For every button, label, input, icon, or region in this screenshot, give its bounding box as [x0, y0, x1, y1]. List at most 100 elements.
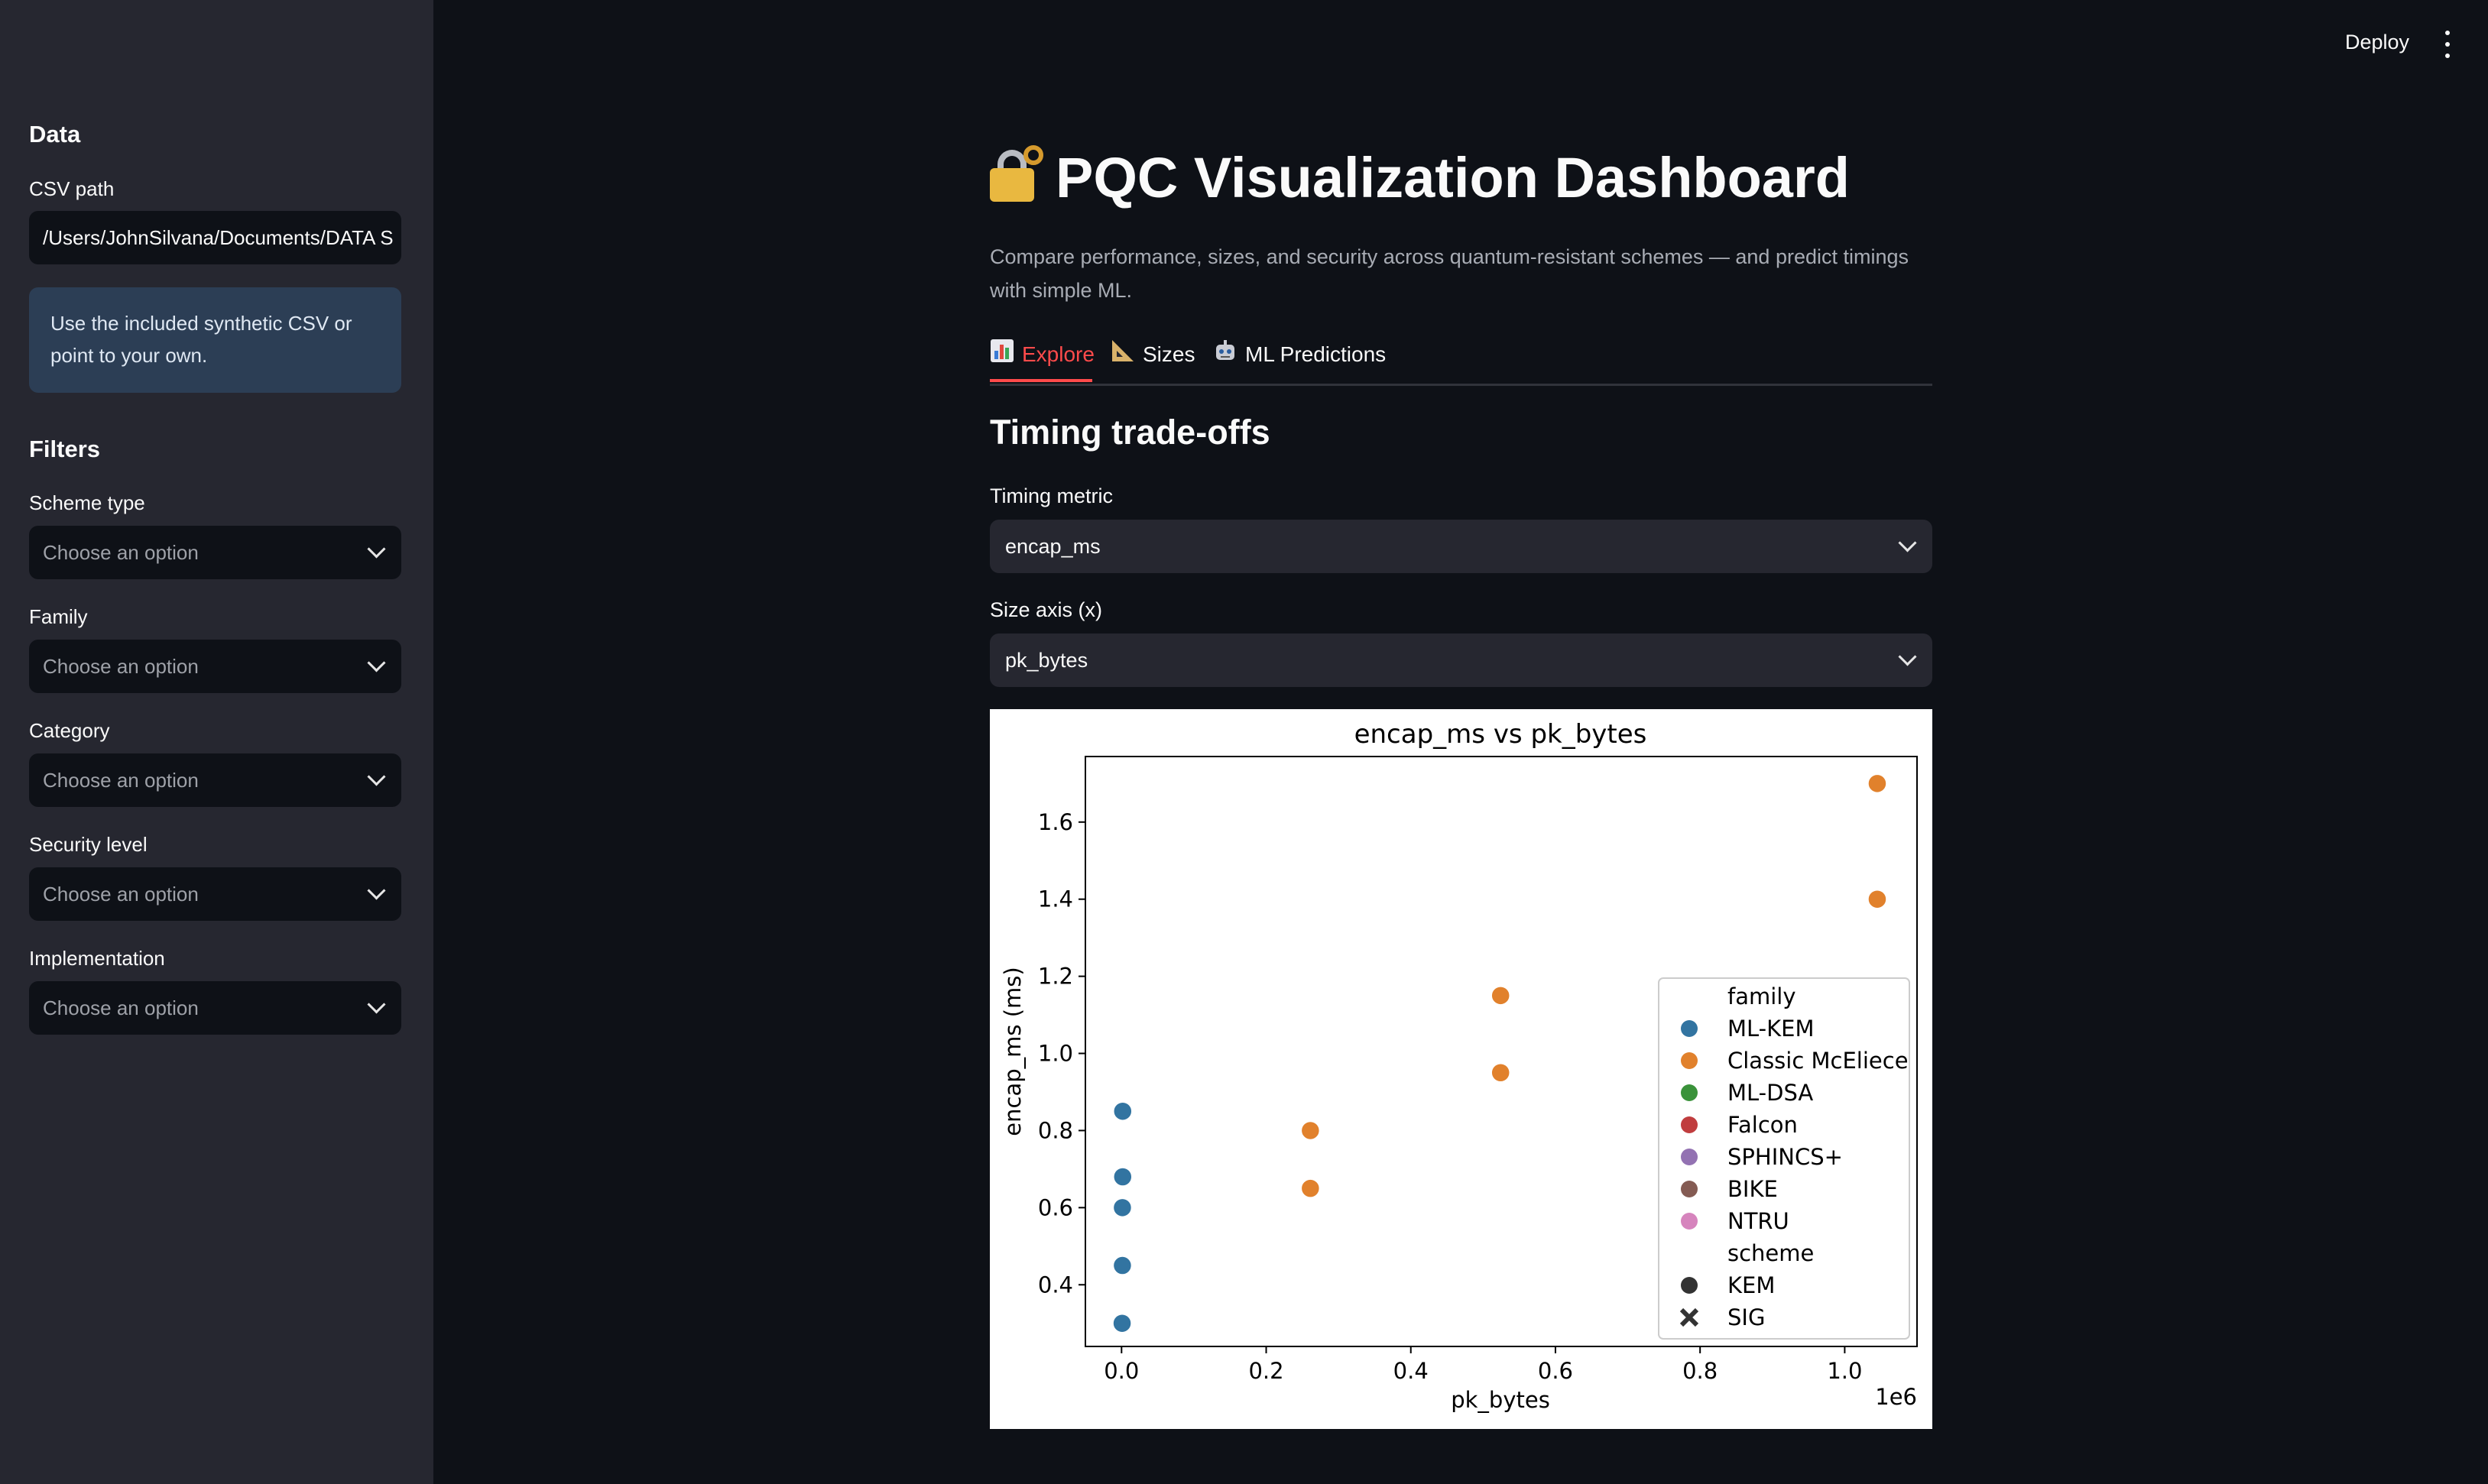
csv-path-input[interactable]: /Users/JohnSilvana/Documents/DATA S — [29, 211, 401, 264]
chevron-down-icon — [1898, 647, 1917, 666]
tab-explore-label: Explore — [1022, 342, 1095, 366]
scatter-point — [1867, 889, 1887, 909]
legend-entry: ML-DSA — [1727, 1080, 1813, 1106]
y-tick-label: 1.2 — [1038, 964, 1073, 990]
tab-ml-predictions[interactable]: ML Predictions — [1213, 336, 1386, 374]
x-axis-offset-label: 1e6 — [1875, 1384, 1917, 1410]
page-title-text: PQC Visualization Dashboard — [1056, 146, 1850, 209]
scatter-point — [1112, 1197, 1133, 1218]
legend-box — [1658, 977, 1910, 1340]
tab-explore[interactable]: Explore — [990, 336, 1095, 374]
plot-frame — [1085, 756, 1918, 1347]
x-tick-label: 0.8 — [1682, 1358, 1718, 1384]
timing-metric-value: encap_ms — [1005, 535, 1101, 558]
tab-sizes[interactable]: Sizes — [1111, 336, 1195, 374]
legend-marker — [1681, 1116, 1698, 1133]
chevron-down-icon — [367, 653, 386, 672]
active-tab-indicator — [990, 379, 1092, 382]
x-axis-label: pk_bytes — [1451, 1387, 1550, 1413]
security-level-label: Security level — [29, 833, 148, 856]
chevron-down-icon — [367, 539, 386, 559]
legend-marker — [1681, 1084, 1698, 1101]
legend-entry: SPHINCS+ — [1727, 1144, 1843, 1170]
scatter-point — [1113, 1167, 1133, 1187]
legend-marker — [1681, 1052, 1698, 1069]
security-level-select[interactable]: Choose an option — [29, 867, 401, 921]
x-tick-label: 1.0 — [1827, 1358, 1862, 1384]
section-heading: Timing trade-offs — [990, 413, 1270, 452]
robot-icon — [1213, 338, 1238, 374]
scheme-type-select[interactable]: Choose an option — [29, 526, 401, 579]
scatter-point — [1300, 1120, 1321, 1141]
implementation-placeholder: Choose an option — [43, 996, 199, 1019]
implementation-select[interactable]: Choose an option — [29, 981, 401, 1035]
sidebar-data-heading: Data — [29, 121, 81, 147]
scatter-point — [1112, 1313, 1132, 1333]
axis-ticks: 0.0 0.2 0.4 0.6 0.8 1.0 0.4 0.6 0.8 1.0 1.2 1.4 1.6 — [1038, 809, 1863, 1384]
scatter-point — [1491, 1063, 1510, 1083]
scatter-point — [1300, 1178, 1321, 1198]
triangle-ruler-icon — [1111, 338, 1135, 374]
legend-entry: Classic McEliece — [1727, 1048, 1909, 1074]
x-tick-label: 0.2 — [1248, 1358, 1283, 1384]
x-tick-label: 0.4 — [1393, 1358, 1429, 1384]
legend-entry: Falcon — [1727, 1112, 1798, 1138]
chevron-down-icon — [367, 881, 386, 900]
y-tick-label: 1.6 — [1038, 809, 1073, 835]
legend-marker-circle — [1681, 1277, 1698, 1294]
scatter-point — [1491, 986, 1510, 1006]
timing-metric-select[interactable]: encap_ms — [990, 520, 1932, 573]
scatter-point — [1867, 773, 1887, 794]
legend-entry: ML-KEM — [1727, 1016, 1815, 1042]
scatter-chart-svg: encap_ms vs pk_bytes pk_bytes encap_ms (… — [1000, 719, 1918, 1413]
y-tick-label: 0.4 — [1038, 1272, 1073, 1298]
family-label: Family — [29, 605, 88, 628]
legend-marker — [1681, 1181, 1698, 1197]
chart-legend: family ML-KEM Classic McEliece ML-DSA Falcon… — [1658, 977, 1910, 1340]
legend-marker — [1681, 1213, 1698, 1230]
family-select[interactable]: Choose an option — [29, 640, 401, 693]
security-level-placeholder: Choose an option — [43, 883, 199, 906]
legend-family-title: family — [1727, 983, 1796, 1009]
category-select[interactable]: Choose an option — [29, 753, 401, 807]
size-axis-value: pk_bytes — [1005, 649, 1088, 672]
size-axis-select[interactable]: pk_bytes — [990, 633, 1932, 687]
legend-entry: BIKE — [1727, 1176, 1778, 1202]
page-title: PQC Visualization Dashboard — [990, 145, 1850, 210]
sidebar-filters-heading: Filters — [29, 436, 101, 462]
tab-ml-predictions-label: ML Predictions — [1245, 342, 1387, 366]
tab-sizes-label: Sizes — [1143, 342, 1195, 366]
legend-entry: NTRU — [1727, 1208, 1789, 1234]
csv-path-label: CSV path — [29, 177, 115, 200]
category-label: Category — [29, 719, 110, 742]
scheme-type-label: Scheme type — [29, 491, 145, 514]
legend-scheme-title: scheme — [1727, 1240, 1814, 1266]
chevron-down-icon — [367, 767, 386, 786]
y-tick-label: 0.6 — [1038, 1194, 1073, 1220]
category-placeholder: Choose an option — [43, 769, 199, 792]
legend-marker-x — [1679, 1307, 1699, 1327]
deploy-button[interactable]: Deploy — [2345, 31, 2410, 53]
y-axis-label: encap_ms (ms) — [1000, 967, 1026, 1136]
size-axis-label: Size axis (x) — [990, 598, 1103, 621]
scatter-point — [1112, 1256, 1133, 1275]
scheme-type-placeholder: Choose an option — [43, 541, 199, 564]
data-points — [1112, 773, 1887, 1333]
timing-metric-label: Timing metric — [990, 484, 1114, 507]
bar-chart-icon — [990, 338, 1014, 374]
implementation-label: Implementation — [29, 947, 165, 970]
lock-key-icon — [990, 145, 1043, 202]
x-tick-label: 0.0 — [1104, 1358, 1139, 1384]
y-tick-label: 0.8 — [1038, 1117, 1073, 1143]
kebab-menu-icon[interactable] — [2438, 31, 2457, 58]
family-placeholder: Choose an option — [43, 655, 199, 678]
sidebar: Data CSV path /Users/JohnSilvana/Documen… — [0, 0, 433, 1484]
y-tick-label: 1.4 — [1038, 886, 1073, 912]
chevron-down-icon — [367, 995, 386, 1014]
tab-bar: Explore Sizes ML Predictions — [990, 336, 1932, 386]
y-tick-label: 1.0 — [1038, 1041, 1073, 1067]
x-tick-label: 0.6 — [1538, 1358, 1573, 1384]
legend-entry: SIG — [1727, 1304, 1765, 1330]
scatter-point — [1113, 1101, 1133, 1121]
legend-entry: KEM — [1727, 1272, 1775, 1298]
